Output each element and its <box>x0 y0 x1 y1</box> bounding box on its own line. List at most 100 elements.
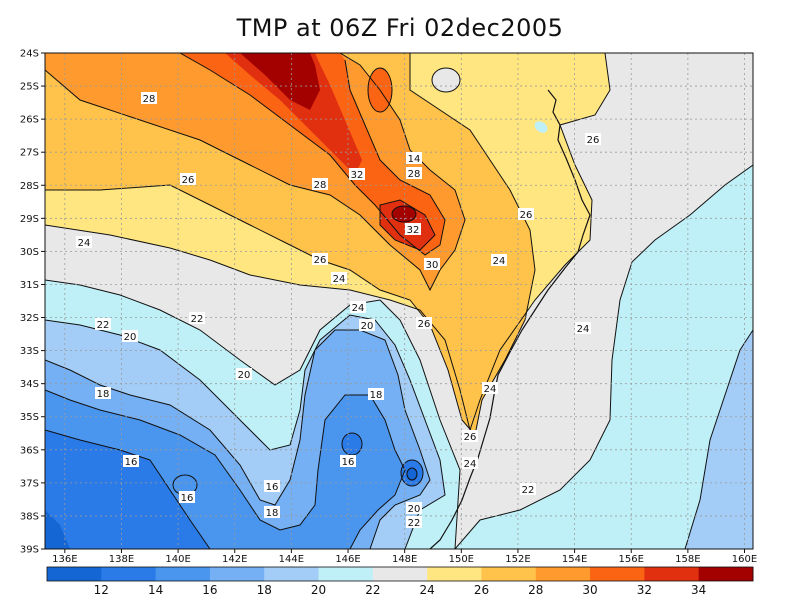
contour-label: 16 <box>123 455 139 468</box>
colorbar-swatch <box>481 567 537 581</box>
contour-label: 16 <box>264 480 280 493</box>
contour-label: 14 <box>406 152 422 165</box>
contour-label: 28 <box>141 92 157 105</box>
contour-label: 28 <box>312 178 328 191</box>
svg-text:16: 16 <box>266 482 279 493</box>
lat-tick-label: 24S <box>20 49 39 60</box>
colorbar-swatch <box>47 567 102 581</box>
colorbar-swatch <box>101 567 157 581</box>
colorbar-label: 28 <box>528 583 543 597</box>
colorbar-label: 34 <box>691 583 706 597</box>
contour-label: 22 <box>189 312 205 325</box>
lon-tick-label: 144E <box>279 554 304 565</box>
contour-line-32-center <box>379 199 436 251</box>
lat-tick-label: 26S <box>20 115 39 126</box>
contour-line-22-west <box>45 279 461 549</box>
colorbar-label: 26 <box>474 583 489 597</box>
band-32-34 <box>225 53 362 175</box>
contour-label: 18 <box>95 387 111 400</box>
svg-text:18: 18 <box>370 390 383 401</box>
contour-label: 24 <box>350 301 366 314</box>
contour-label: 18 <box>264 506 280 519</box>
contour-label: 22 <box>406 516 422 529</box>
svg-text:26: 26 <box>314 255 327 266</box>
contour-line-20 <box>45 314 446 549</box>
contour-label: 16 <box>179 491 195 504</box>
latitude-axis: 24S 25S 26S 27S 28S 29S 30S 31S 32S 33S 34S 35S 36S 3… <box>20 49 45 556</box>
lon-tick-label: 142E <box>222 554 247 565</box>
svg-text:24: 24 <box>333 274 346 285</box>
colorbar-label: 22 <box>365 583 380 597</box>
svg-text:32: 32 <box>351 170 364 181</box>
svg-text:30: 30 <box>426 260 439 271</box>
svg-text:16: 16 <box>342 457 355 468</box>
colorbar-swatch <box>535 567 591 581</box>
lon-tick-label: 138E <box>109 554 134 565</box>
contour-label: 24 <box>462 457 478 470</box>
colorbar-label: 14 <box>148 583 163 597</box>
colorbar-swatch <box>698 567 754 581</box>
svg-text:26: 26 <box>520 210 533 221</box>
lon-tick-label: 156E <box>619 554 644 565</box>
svg-text:22: 22 <box>408 518 421 529</box>
contour-label: 26 <box>462 430 478 443</box>
contour-label: 26 <box>518 208 534 221</box>
cold-spot-12-core <box>407 468 417 480</box>
longitude-axis: 136E 138E 140E 142E 144E 146E 148E 150E 152E 154E… <box>52 549 757 565</box>
plot-frame <box>44 52 754 550</box>
contour-label: 20 <box>236 368 252 381</box>
contour-label: 20 <box>122 330 138 343</box>
colorbar-label: 24 <box>420 583 435 597</box>
svg-text:20: 20 <box>238 370 251 381</box>
contour-line-28 <box>45 53 466 292</box>
contour-label: 24 <box>491 254 507 267</box>
contour-label: 32 <box>349 168 365 181</box>
contour-label: 28 <box>406 167 422 180</box>
lon-tick-label: 136E <box>52 554 77 565</box>
colorbar-swatch <box>590 567 645 581</box>
svg-text:24: 24 <box>493 256 506 267</box>
contour-label: 26 <box>416 317 432 330</box>
svg-text:24: 24 <box>577 324 590 335</box>
colorbar-swatch <box>209 567 265 581</box>
colorbar-swatch <box>427 567 482 581</box>
colorbar: 12 14 16 18 20 22 24 26 28 30 32 34 <box>46 566 754 597</box>
band-12-14 <box>45 430 210 549</box>
contour-line-22-east <box>454 164 753 549</box>
colorbar-swatch <box>318 567 374 581</box>
contour-line-32 <box>179 53 446 256</box>
svg-text:22: 22 <box>522 485 535 496</box>
lon-tick-label: 150E <box>449 554 474 565</box>
chart-title: TMP at 06Z Fri 02dec2005 <box>236 14 564 42</box>
svg-text:20: 20 <box>408 504 421 515</box>
colorbar-frame <box>46 566 754 582</box>
lat-lon-grid <box>45 53 753 549</box>
svg-text:22: 22 <box>191 314 204 325</box>
colorbar-label: 16 <box>202 583 217 597</box>
lon-tick-label: 148E <box>392 554 417 565</box>
lat-tick-label: 29S <box>20 214 39 225</box>
band-12-14-lower <box>45 510 70 549</box>
svg-text:24: 24 <box>78 238 91 249</box>
colorbar-swatch <box>155 567 211 581</box>
svg-text:14: 14 <box>408 154 421 165</box>
cold-spot-16-sw <box>173 475 197 495</box>
contour-label: 24 <box>482 382 498 395</box>
contour-labels: 28 26 24 22 20 18 16 16 16 18 20 22 24 26 28 32 32 30 26 24… <box>76 92 601 529</box>
contour-line-18 <box>45 329 431 549</box>
contour-label: 26 <box>312 253 328 266</box>
contour-line-14 <box>45 429 211 549</box>
contour-label: 16 <box>340 455 356 468</box>
svg-text:18: 18 <box>97 389 110 400</box>
lon-tick-label: 154E <box>562 554 587 565</box>
contour-label: 24 <box>331 272 347 285</box>
svg-text:26: 26 <box>587 135 600 146</box>
lat-tick-label: 36S <box>20 445 39 456</box>
contour-label: 30 <box>424 258 440 271</box>
svg-text:16: 16 <box>181 493 194 504</box>
svg-text:26: 26 <box>182 175 195 186</box>
lon-tick-label: 160E <box>732 554 757 565</box>
lon-tick-label: 152E <box>505 554 530 565</box>
lat-tick-label: 33S <box>20 346 39 357</box>
